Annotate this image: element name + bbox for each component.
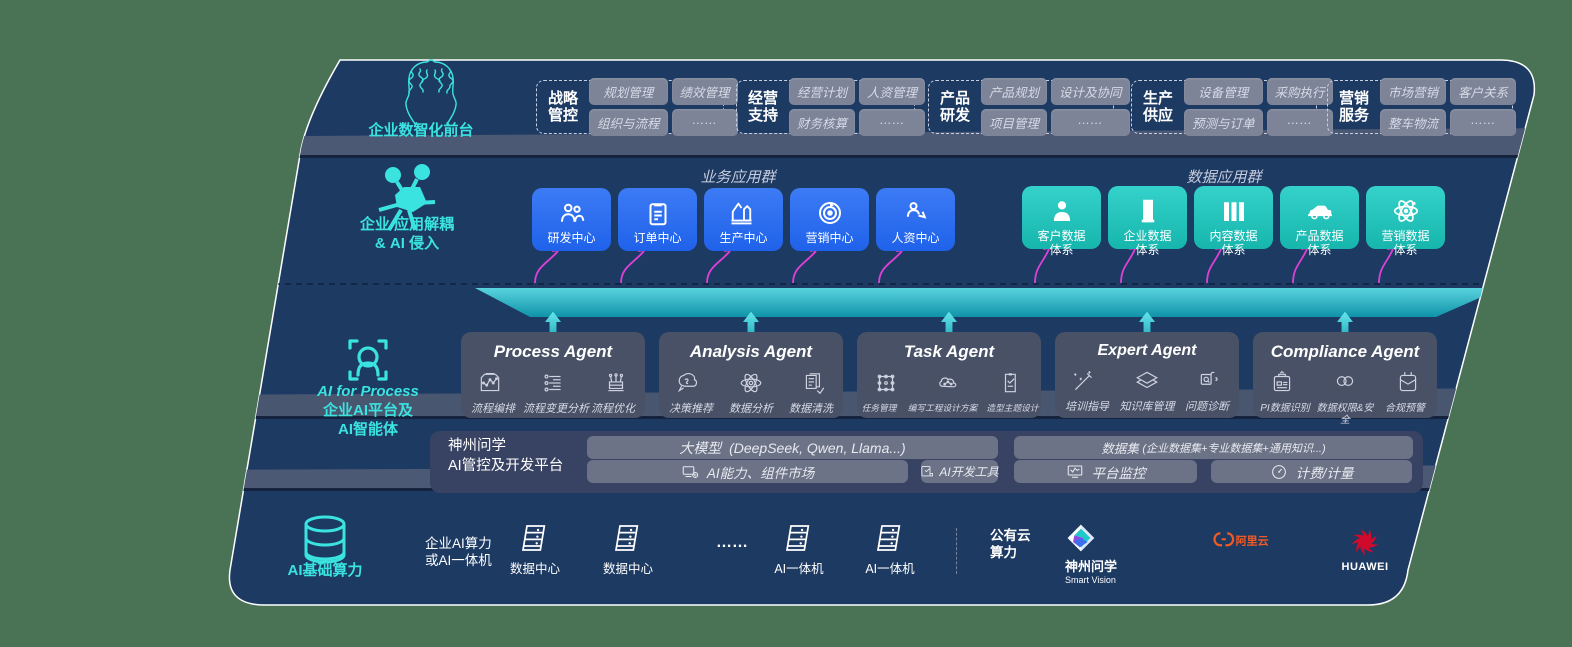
svg-text:阿里云: 阿里云 bbox=[1236, 533, 1269, 547]
